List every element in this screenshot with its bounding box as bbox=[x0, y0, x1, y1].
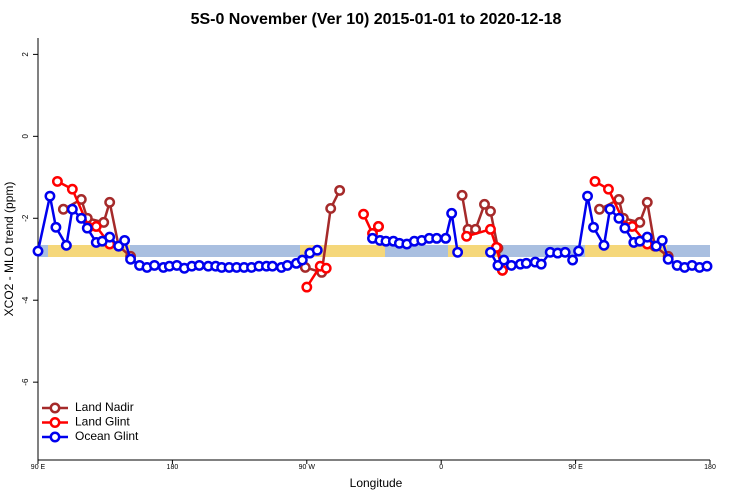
y-tick-label: -4 bbox=[21, 296, 30, 304]
legend-marker bbox=[49, 417, 61, 428]
x-tick-label: 180 bbox=[167, 464, 179, 471]
data-point bbox=[613, 212, 625, 224]
y-axis-label: XCO2 - MLO trend (ppm) bbox=[2, 182, 16, 317]
data-point bbox=[66, 203, 78, 215]
data-point bbox=[358, 208, 369, 220]
legend-label: Ocean Glint bbox=[75, 429, 139, 443]
data-point bbox=[598, 239, 610, 251]
data-point bbox=[573, 245, 585, 257]
data-point bbox=[559, 246, 571, 258]
data-point bbox=[535, 258, 547, 270]
data-point bbox=[431, 232, 443, 244]
y-tick-label: -2 bbox=[21, 214, 30, 222]
data-point bbox=[281, 259, 293, 271]
data-point bbox=[50, 221, 62, 233]
legend-label: Land Glint bbox=[75, 415, 130, 429]
data-point bbox=[604, 203, 616, 215]
data-point bbox=[325, 202, 337, 214]
data-point bbox=[588, 221, 599, 233]
chart-title: 5S-0 November (Ver 10) 2015-01-01 to 202… bbox=[191, 11, 562, 28]
data-point bbox=[334, 184, 346, 196]
data-point bbox=[594, 203, 605, 215]
data-point bbox=[311, 244, 323, 256]
data-point bbox=[603, 183, 614, 195]
data-point bbox=[485, 205, 496, 217]
data-point bbox=[641, 196, 653, 208]
data-point bbox=[104, 231, 116, 243]
data-point bbox=[701, 260, 713, 272]
data-point bbox=[57, 203, 69, 215]
data-point bbox=[656, 234, 668, 246]
data-point bbox=[641, 231, 653, 243]
data-point bbox=[446, 207, 458, 219]
data-point bbox=[479, 198, 490, 210]
data-point bbox=[373, 221, 384, 232]
data-point bbox=[66, 183, 78, 195]
data-point bbox=[589, 175, 601, 187]
legend-marker bbox=[49, 402, 61, 414]
data-point bbox=[461, 230, 473, 242]
data-point bbox=[320, 262, 332, 274]
y-tick-label: -6 bbox=[21, 378, 30, 386]
data-point bbox=[119, 234, 131, 246]
x-tick-label: 90 W bbox=[299, 464, 316, 471]
data-point bbox=[485, 223, 496, 235]
data-point bbox=[75, 212, 87, 224]
data-point bbox=[51, 175, 63, 187]
x-tick-label: 180 bbox=[704, 464, 716, 471]
x-tick-label: 0 bbox=[439, 464, 443, 471]
y-tick-label: 2 bbox=[21, 52, 30, 57]
data-point bbox=[498, 254, 510, 266]
data-point bbox=[60, 239, 72, 251]
data-point bbox=[301, 281, 313, 293]
data-point bbox=[193, 259, 205, 271]
legend-label: Land Nadir bbox=[75, 400, 134, 414]
x-tick-label: 90 E bbox=[568, 464, 583, 471]
data-point bbox=[44, 190, 56, 202]
data-point bbox=[456, 189, 468, 201]
y-tick-label: 0 bbox=[21, 134, 30, 139]
legend-marker bbox=[49, 431, 61, 443]
data-point bbox=[81, 222, 93, 234]
data-point bbox=[296, 254, 308, 266]
data-point bbox=[582, 190, 593, 202]
data-point bbox=[440, 232, 452, 244]
data-point bbox=[662, 253, 674, 265]
x-axis-label: Longitude bbox=[350, 476, 403, 490]
data-point bbox=[267, 260, 278, 272]
data-point bbox=[90, 221, 102, 232]
data-point bbox=[485, 246, 496, 258]
data-point bbox=[149, 259, 160, 271]
data-point bbox=[452, 246, 464, 258]
data-point bbox=[505, 259, 517, 271]
data-point bbox=[125, 253, 137, 265]
data-point bbox=[32, 245, 44, 257]
data-point bbox=[619, 222, 631, 234]
data-point bbox=[520, 257, 532, 269]
data-point bbox=[104, 196, 116, 208]
x-tick-label: 90 E bbox=[31, 464, 46, 471]
data-point bbox=[613, 193, 625, 205]
data-point bbox=[567, 254, 579, 266]
